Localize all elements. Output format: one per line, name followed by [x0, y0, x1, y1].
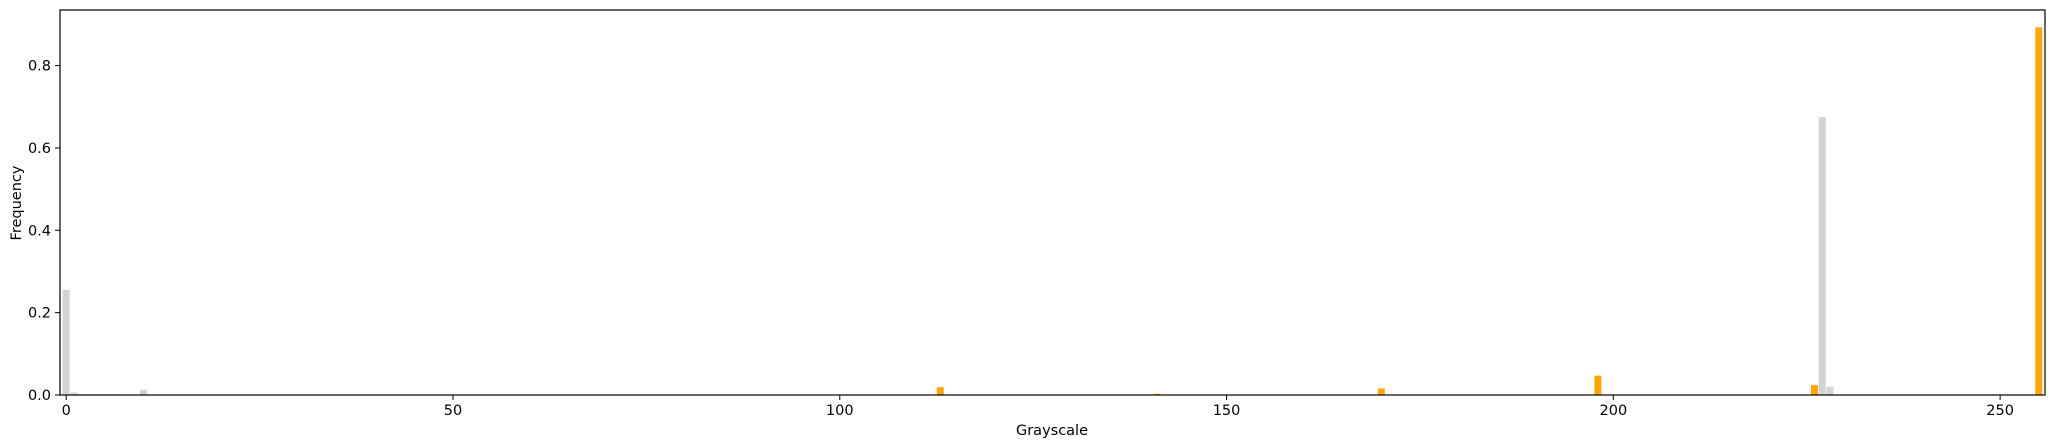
bar-series2-170 — [1377, 388, 1385, 395]
y-tick-label: 0.6 — [28, 141, 51, 157]
x-tick-label: 150 — [1213, 403, 1241, 419]
plot-frame — [59, 9, 2046, 396]
bars-group — [62, 27, 2043, 395]
bar-series1-1 — [70, 392, 78, 395]
y-axis-label: Frequency — [9, 165, 25, 240]
y-tick-label: 0.2 — [28, 306, 51, 322]
bar-series1-10 — [140, 389, 148, 395]
bar-series1-227 — [1818, 117, 1826, 395]
y-axis-ticks: 0.0 0.2 0.4 0.6 0.8 — [28, 59, 60, 404]
plot-area — [60, 10, 2045, 395]
bar-series1-228 — [1826, 386, 1834, 395]
x-axis-label: Grayscale — [1016, 423, 1088, 439]
bar-series2-113 — [936, 387, 944, 395]
bar-series1-0 — [62, 290, 70, 395]
y-tick-label: 0.8 — [28, 59, 51, 75]
bar-series2-255 — [2035, 27, 2043, 395]
x-tick-label: 0 — [62, 403, 71, 419]
x-tick-label: 50 — [444, 403, 462, 419]
y-tick-label: 0.4 — [28, 223, 51, 239]
x-tick-label: 100 — [826, 403, 854, 419]
y-tick-label: 0.0 — [28, 388, 51, 404]
x-tick-label: 250 — [1986, 403, 2014, 419]
x-tick-label: 200 — [1600, 403, 1628, 419]
bar-series2-198 — [1594, 375, 1602, 395]
bar-series2-141 — [1153, 393, 1161, 395]
x-axis-ticks: 0 50 100 150 200 250 — [62, 395, 2014, 419]
bar-series2-226 — [1810, 385, 1818, 395]
